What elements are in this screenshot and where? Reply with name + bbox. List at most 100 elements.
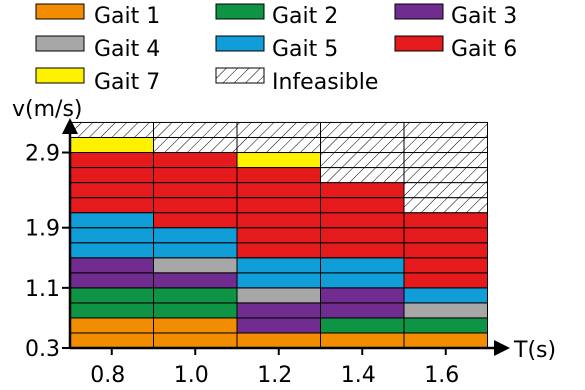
cell-1.0-g2	[153, 287, 238, 304]
cell-1.2-g5	[236, 272, 321, 289]
cell-1.2-g3	[236, 317, 321, 334]
cell-1.4-inf	[320, 152, 405, 169]
cell-1.4-g1	[320, 332, 405, 349]
cell-1.4-g6	[320, 182, 405, 199]
cell-1.4-inf	[320, 167, 405, 184]
x-axis-label: T(s)	[513, 338, 556, 363]
cell-0.8-inf	[69, 121, 154, 138]
x-tick-label: 1.2	[257, 363, 292, 388]
cell-0.8-g1	[69, 317, 154, 334]
cell-1.4-g6	[320, 212, 405, 229]
cell-1.2-inf	[236, 121, 321, 138]
cell-1.4-g5	[320, 257, 405, 274]
x-tick-label: 1.0	[174, 363, 209, 388]
cell-1.0-g6	[153, 197, 238, 214]
cell-1.6-inf	[403, 182, 488, 199]
cell-0.8-g6	[69, 182, 154, 199]
y-axis-arrow	[62, 118, 78, 134]
cell-1.6-g6	[403, 212, 488, 229]
cell-1.2-g6	[236, 227, 321, 244]
legend-label-g7: Gait 7	[94, 70, 160, 95]
cell-1.4-g3	[320, 302, 405, 319]
cell-1.4-inf	[320, 136, 405, 154]
cell-0.8-g6	[69, 167, 154, 184]
legend: Gait 1 Gait 2 Gait 3 Gait 4 Gait 5 Gait 6 Gait…	[35, 3, 517, 95]
cell-1.0-g2	[153, 302, 238, 319]
legend-swatch-g3	[394, 3, 444, 20]
x-tick-label: 1.4	[341, 363, 376, 388]
y-tick-label: 1.9	[25, 217, 60, 242]
cell-1.6-inf	[403, 121, 488, 138]
axes	[62, 118, 510, 356]
cell-1.2-g3	[236, 302, 321, 319]
cell-1.0-g5	[153, 227, 238, 244]
cell-1.2-inf	[236, 136, 321, 154]
cell-0.8-g6	[69, 152, 154, 169]
cell-1.2-g4	[236, 287, 321, 304]
cell-0.8-g5	[69, 212, 154, 229]
legend-swatch-g2	[215, 3, 265, 20]
legend-swatch-g7	[35, 67, 85, 84]
legend-swatch-inf	[215, 67, 265, 84]
cell-1.0-g3	[153, 272, 238, 289]
cell-0.8-g2	[69, 287, 154, 304]
cell-0.8-g7	[69, 136, 154, 154]
cell-1.6-g6	[403, 272, 488, 289]
cell-1.4-g2	[320, 317, 405, 334]
cell-1.6-inf	[403, 167, 488, 184]
cell-1.2-g5	[236, 257, 321, 274]
cell-0.8-g2	[69, 302, 154, 319]
cell-1.0-inf	[153, 136, 238, 154]
cell-1.2-g7	[236, 152, 321, 169]
cell-1.2-g6	[236, 212, 321, 229]
legend-swatch-g4	[35, 35, 85, 52]
cell-1.2-g6	[236, 182, 321, 199]
cell-1.6-g4	[403, 302, 488, 319]
cell-1.6-g2	[403, 317, 488, 334]
x-axis-arrow	[494, 340, 510, 356]
cell-1.4-g5	[320, 272, 405, 289]
cell-1.0-g6	[153, 182, 238, 199]
cell-0.8-g3	[69, 257, 154, 274]
cell-0.8-g3	[69, 272, 154, 289]
legend-label-g3: Gait 3	[451, 4, 517, 29]
legend-swatch-g1	[35, 3, 85, 20]
cell-1.0-g5	[153, 242, 238, 259]
cell-0.8-g1	[69, 332, 154, 349]
cell-1.0-g4	[153, 257, 238, 274]
cell-1.0-g6	[153, 167, 238, 184]
cell-1.2-g1	[236, 332, 321, 349]
cell-1.2-g6	[236, 242, 321, 259]
cell-1.0-g6	[153, 212, 238, 229]
heatmap-cells	[69, 121, 488, 349]
x-tick-label: 0.8	[90, 363, 125, 388]
cell-0.8-g5	[69, 242, 154, 259]
tick-labels: 0.3 1.1 1.9 2.9 0.8 1.0 1.2 1.4 1.6	[25, 142, 459, 388]
cell-1.0-g1	[153, 317, 238, 334]
cell-1.6-g6	[403, 257, 488, 274]
cell-1.0-g6	[153, 152, 238, 169]
y-axis-label: v(m/s)	[12, 97, 83, 122]
legend-label-g2: Gait 2	[272, 4, 338, 29]
y-tick-label: 1.1	[25, 277, 60, 302]
cell-1.6-g6	[403, 242, 488, 259]
legend-label-g1: Gait 1	[94, 4, 160, 29]
y-tick-label: 0.3	[25, 337, 60, 362]
cell-1.6-g1	[403, 332, 488, 349]
cell-1.4-g3	[320, 287, 405, 304]
cell-1.4-g6	[320, 227, 405, 244]
cell-0.8-g5	[69, 227, 154, 244]
legend-label-inf: Infeasible	[272, 70, 378, 95]
legend-swatch-g6	[394, 35, 444, 52]
cell-1.0-inf	[153, 121, 238, 138]
cell-1.6-inf	[403, 152, 488, 169]
cell-1.6-g6	[403, 227, 488, 244]
y-tick-label: 2.9	[25, 142, 60, 167]
legend-label-g5: Gait 5	[272, 37, 338, 62]
cell-1.6-inf	[403, 197, 488, 214]
x-tick-label: 1.6	[424, 363, 459, 388]
cell-1.2-g6	[236, 197, 321, 214]
cell-1.6-g5	[403, 287, 488, 304]
cell-0.8-g6	[69, 197, 154, 214]
